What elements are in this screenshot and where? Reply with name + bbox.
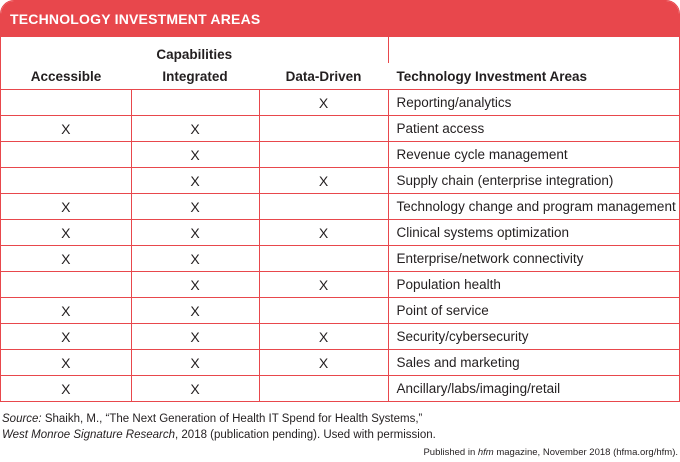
accessible-cell: X bbox=[1, 375, 132, 401]
source-details: , 2018 (publication pending). Used with … bbox=[175, 429, 436, 441]
accessible-cell: X bbox=[1, 115, 132, 142]
data-driven-cell: X bbox=[259, 349, 389, 376]
area-cell: Security/cybersecurity bbox=[388, 323, 679, 350]
data-driven-cell: X bbox=[259, 89, 389, 116]
data-driven-cell bbox=[259, 193, 389, 220]
data-driven-cell bbox=[259, 115, 389, 142]
data-driven-cell bbox=[259, 375, 389, 401]
integrated-cell: X bbox=[131, 245, 260, 272]
accessible-cell bbox=[1, 167, 132, 194]
area-cell: Ancillary/labs/imaging/retail bbox=[396, 381, 561, 396]
table-row: X X Supply chain (enterprise integration… bbox=[1, 167, 679, 194]
integrated-cell: X bbox=[131, 167, 260, 194]
table-row: X X Enterprise/network connectivity bbox=[1, 245, 679, 272]
accessible-cell: X bbox=[1, 193, 132, 220]
integrated-cell: X bbox=[131, 219, 260, 246]
accessible-cell: X bbox=[1, 245, 132, 272]
area-cell: Revenue cycle management bbox=[388, 141, 679, 168]
table-row: X X Ancillary/labs/imaging/retail bbox=[1, 375, 679, 401]
accessible-cell bbox=[1, 141, 132, 168]
integrated-cell: X bbox=[131, 271, 260, 298]
table-row: X X Point of service bbox=[1, 297, 679, 324]
integrated-cell: X bbox=[131, 323, 260, 350]
accessible-cell: X bbox=[1, 219, 132, 246]
table-frame: TECHNOLOGY INVESTMENT AREAS Capabilities… bbox=[0, 0, 680, 402]
integrated-cell: X bbox=[131, 297, 260, 324]
data-driven-cell bbox=[259, 141, 389, 168]
integrated-cell bbox=[131, 89, 260, 116]
column-header-integrated: Integrated bbox=[131, 63, 259, 90]
accessible-cell: X bbox=[1, 323, 132, 350]
integrated-cell: X bbox=[131, 193, 260, 220]
data-driven-cell: X bbox=[259, 219, 389, 246]
column-header-areas: Technology Investment Areas bbox=[388, 37, 679, 90]
integrated-cell: X bbox=[131, 349, 260, 376]
capabilities-header: Capabilities bbox=[1, 37, 389, 63]
published-suffix: magazine, November 2018 (hfma.org/hfm). bbox=[493, 447, 678, 458]
column-header-data-driven: Data-Driven bbox=[259, 63, 389, 90]
accessible-cell: X bbox=[1, 349, 132, 376]
accessible-cell: X bbox=[1, 297, 132, 324]
magazine-name: hfm bbox=[477, 447, 494, 458]
area-cell: Reporting/analytics bbox=[388, 89, 679, 116]
area-cell: Sales and marketing bbox=[388, 349, 679, 376]
table-row: X X X Security/cybersecurity bbox=[1, 323, 679, 350]
published-credit: Published in hfm magazine, November 2018… bbox=[423, 447, 678, 458]
area-cell: Point of service bbox=[388, 297, 679, 324]
source-publication: West Monroe Signature Research bbox=[2, 429, 176, 441]
table-row: X X Population health bbox=[1, 271, 679, 298]
accessible-cell bbox=[1, 271, 132, 298]
published-prefix: Published in bbox=[423, 447, 478, 458]
area-cell: Clinical systems optimization bbox=[388, 219, 679, 246]
integrated-cell: X bbox=[131, 141, 260, 168]
area-cell: Technology change and program management bbox=[388, 193, 679, 220]
integrated-cell: X bbox=[131, 115, 260, 142]
table-row: X Revenue cycle management bbox=[1, 141, 679, 168]
table-row: X X X Sales and marketing bbox=[1, 349, 679, 376]
data-driven-cell bbox=[259, 297, 389, 324]
area-cell: Population health bbox=[388, 271, 679, 298]
source-line-2: West Monroe Signature Research, 2018 (pu… bbox=[2, 427, 436, 443]
data-driven-cell: X bbox=[259, 167, 389, 194]
integrated-cell: X bbox=[131, 375, 260, 401]
area-cell: Enterprise/network connectivity bbox=[388, 245, 679, 272]
column-header-accessible: Accessible bbox=[1, 63, 131, 90]
investment-table: Capabilities Technology Investment Areas… bbox=[1, 37, 679, 401]
data-driven-cell: X bbox=[259, 323, 389, 350]
source-label: Source: bbox=[2, 413, 42, 425]
data-driven-cell bbox=[259, 245, 389, 272]
table-row: X X Technology change and program manage… bbox=[1, 193, 679, 220]
table-row: X X Patient access bbox=[1, 115, 679, 142]
table-row: X X X Clinical systems optimization bbox=[1, 219, 679, 246]
table-title: TECHNOLOGY INVESTMENT AREAS bbox=[1, 1, 679, 37]
data-driven-cell: X bbox=[259, 271, 389, 298]
area-cell: Patient access bbox=[388, 115, 679, 142]
source-note: Source: Shaikh, M., “The Next Generation… bbox=[2, 411, 436, 443]
table-row: X Reporting/analytics bbox=[1, 89, 679, 116]
source-line-1: Source: Shaikh, M., “The Next Generation… bbox=[2, 411, 436, 427]
area-cell: Supply chain (enterprise integration) bbox=[388, 167, 679, 194]
accessible-cell bbox=[1, 89, 132, 116]
source-citation: Shaikh, M., “The Next Generation of Heal… bbox=[41, 413, 423, 425]
